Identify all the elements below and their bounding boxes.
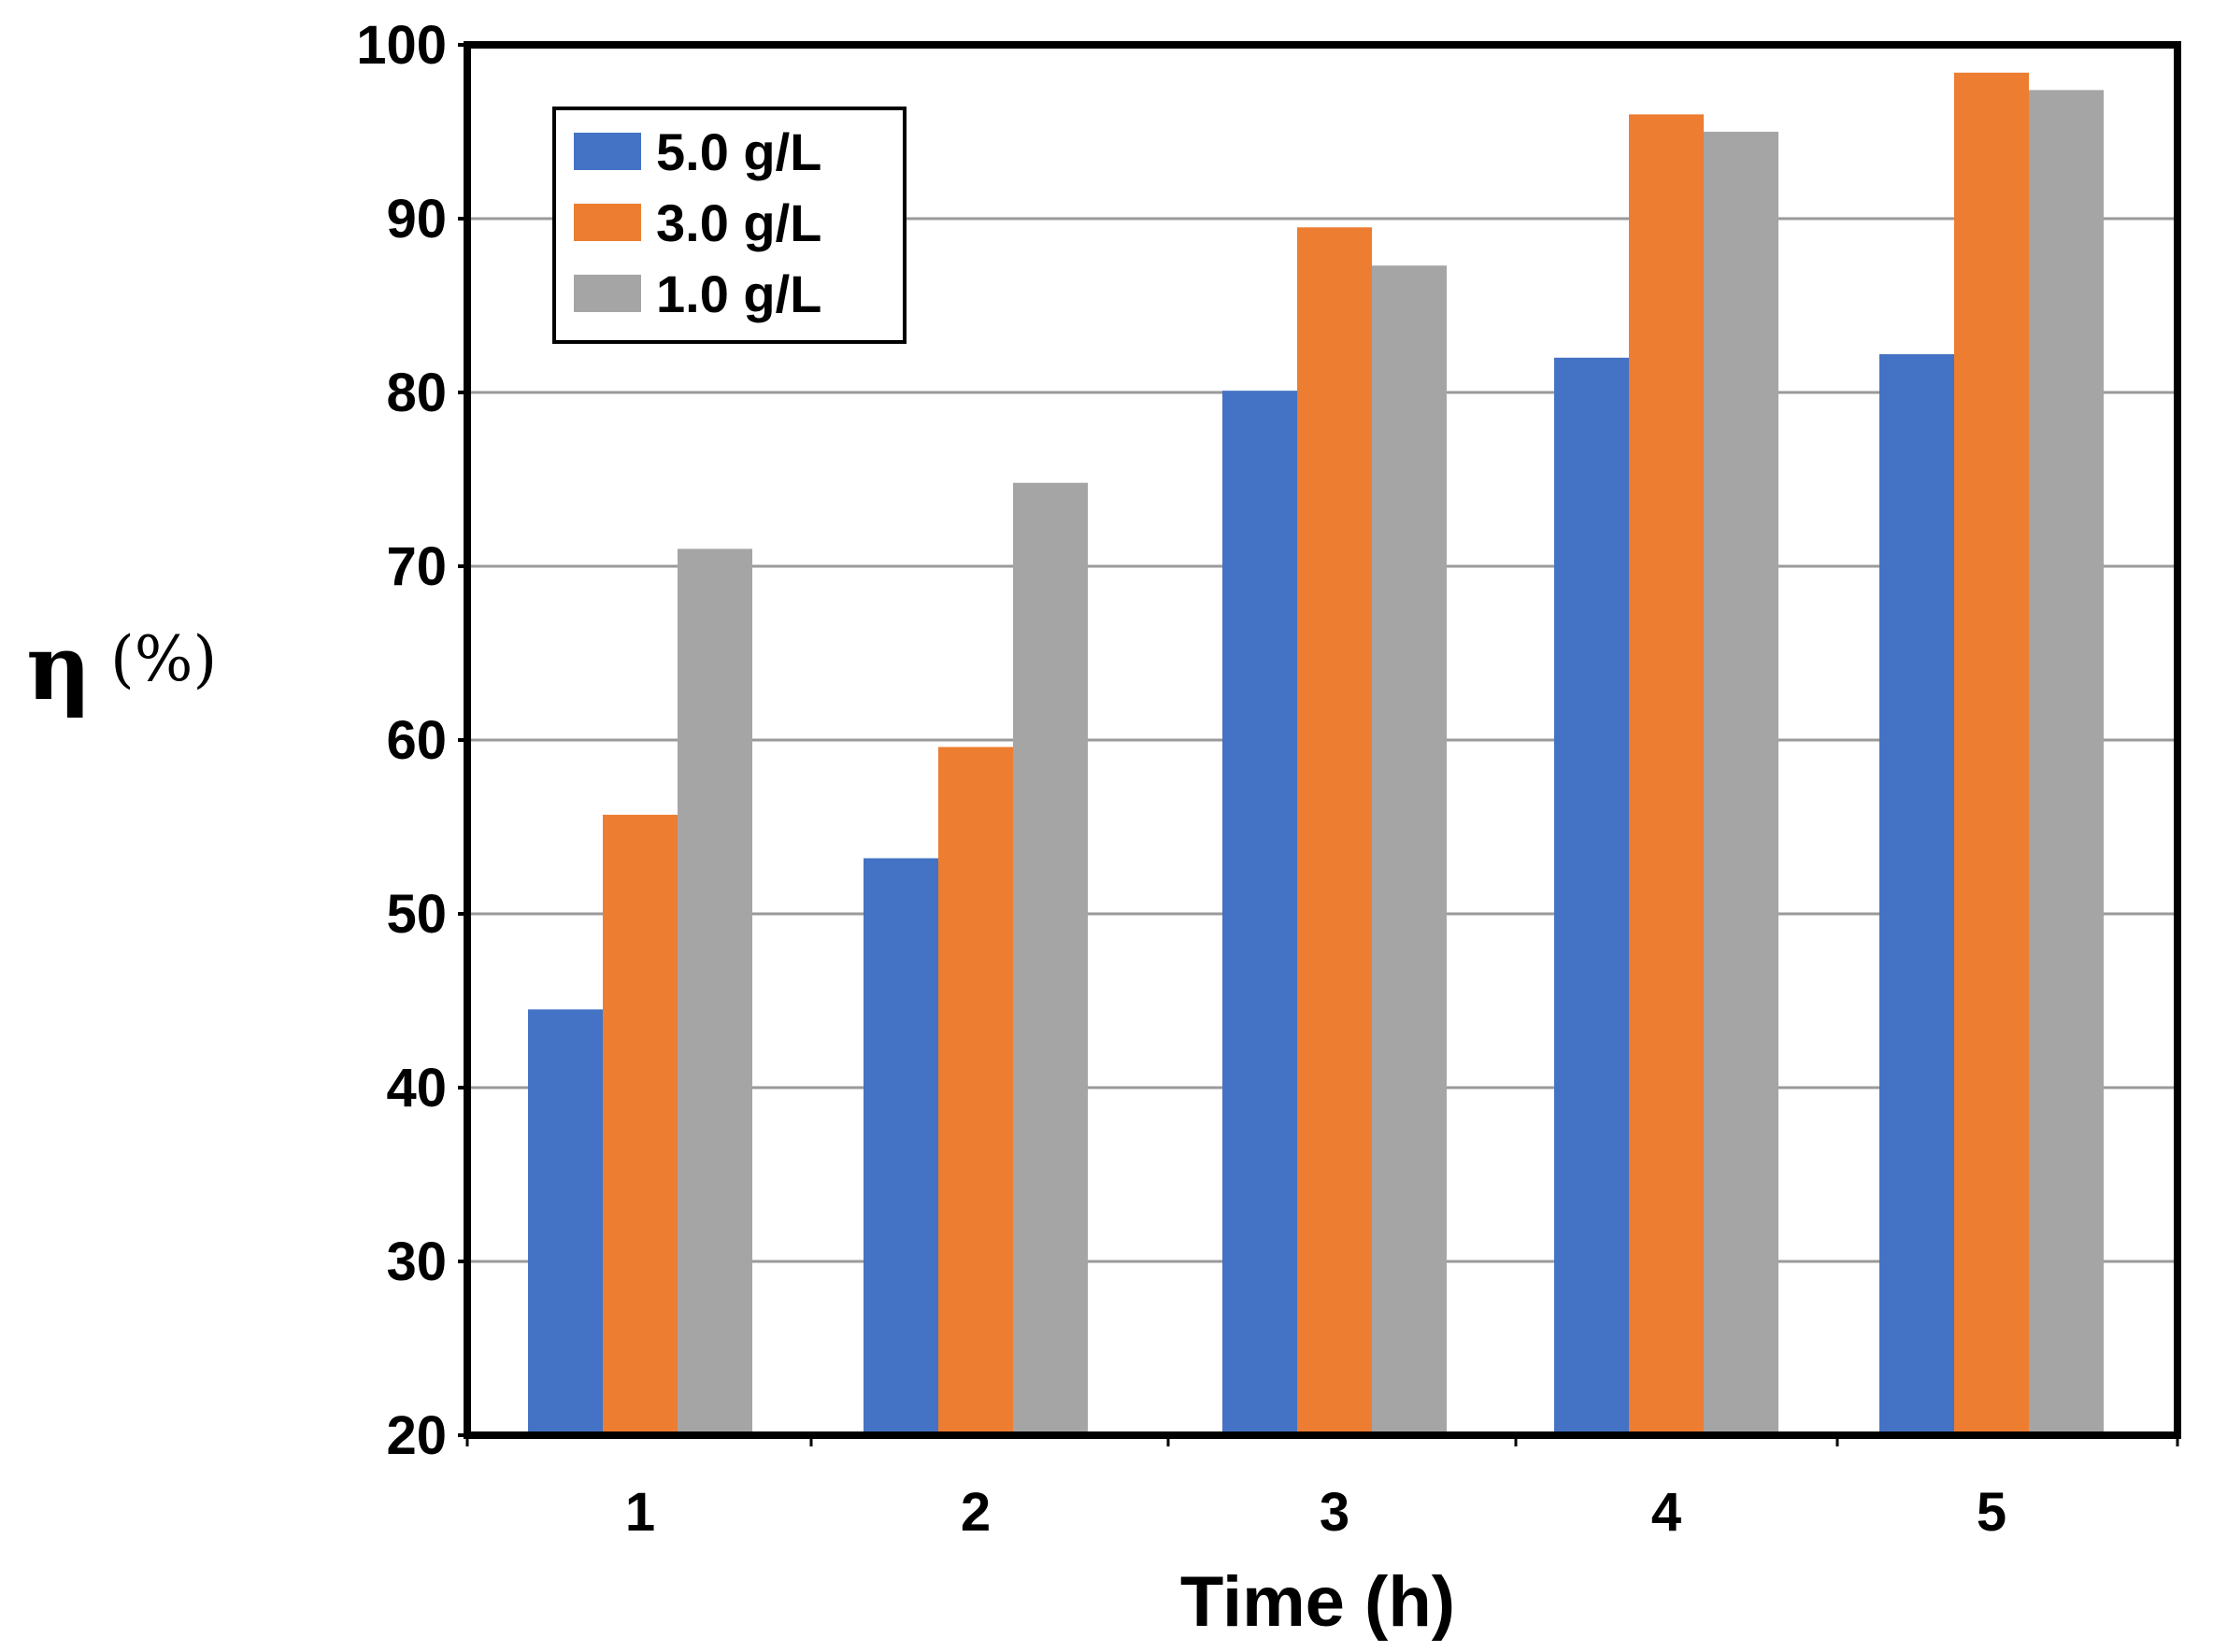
bar-1-0-g-L-t4 — [1704, 132, 1778, 1435]
y-tick-label: 50 — [386, 884, 447, 945]
y-axis-label-symbol: η — [26, 615, 92, 720]
y-tick-label: 30 — [386, 1232, 447, 1292]
bar-5-0-g-L-t5 — [1879, 354, 1954, 1436]
bar-1-0-g-L-t5 — [2029, 90, 2104, 1436]
legend: 5.0 g/L 3.0 g/L 1.0 g/L — [552, 107, 907, 344]
bar-3-0-g-L-t4 — [1629, 114, 1704, 1435]
x-axis-ticks: 1 2 3 4 5 — [465, 1435, 2179, 1543]
legend-swatch — [574, 204, 641, 241]
bar-1-0-g-L-t2 — [1013, 482, 1088, 1435]
x-tick-label: 3 — [1320, 1482, 1349, 1543]
x-tick-label: 2 — [961, 1482, 991, 1543]
y-axis-label: η (%) — [26, 615, 217, 720]
bar-5-0-g-L-t4 — [1554, 357, 1629, 1435]
legend-swatch — [574, 133, 641, 170]
legend-label: 3.0 g/L — [656, 193, 821, 252]
bar-1-0-g-L-t3 — [1372, 265, 1447, 1436]
y-tick-label: 80 — [386, 363, 447, 423]
legend-label: 5.0 g/L — [656, 122, 821, 181]
bar-5-0-g-L-t1 — [528, 1009, 603, 1435]
bars — [528, 72, 2104, 1436]
x-tick-label: 5 — [1977, 1482, 2006, 1543]
legend-label: 1.0 g/L — [656, 264, 821, 323]
x-tick-label: 4 — [1651, 1482, 1681, 1543]
bar-3-0-g-L-t1 — [603, 814, 678, 1435]
x-tick-label: 1 — [625, 1482, 655, 1543]
bar-3-0-g-L-t3 — [1297, 227, 1372, 1435]
bar-3-0-g-L-t2 — [938, 747, 1013, 1435]
bar-1-0-g-L-t1 — [678, 548, 752, 1435]
y-axis-label-unit: (%) — [110, 623, 217, 695]
y-tick-label: 100 — [356, 15, 447, 76]
x-axis-label: Time (h) — [1180, 1562, 1455, 1642]
y-tick-label: 40 — [386, 1058, 447, 1118]
y-tick-label: 20 — [386, 1405, 447, 1466]
y-tick-label: 90 — [386, 189, 447, 249]
bar-3-0-g-L-t5 — [1954, 72, 2029, 1435]
y-tick-label: 70 — [386, 536, 447, 597]
bar-5-0-g-L-t2 — [864, 858, 938, 1435]
y-tick-label: 60 — [386, 710, 447, 771]
bar-5-0-g-L-t3 — [1222, 391, 1297, 1435]
legend-swatch — [574, 275, 641, 312]
y-axis-ticks: 20 30 40 50 60 70 80 90 100 — [356, 15, 467, 1466]
